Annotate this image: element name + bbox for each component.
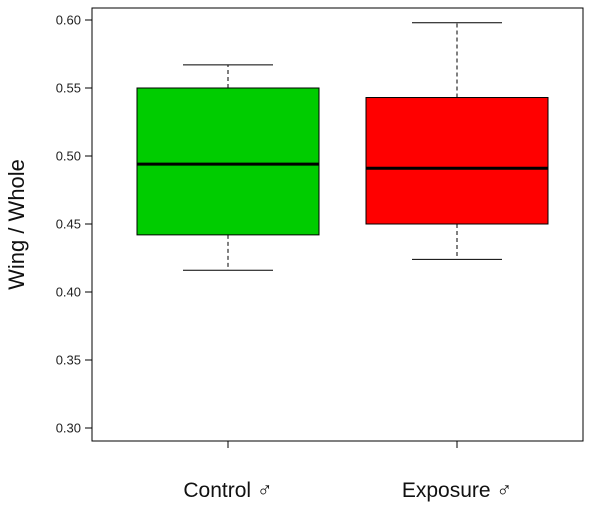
x-tick-label: Control ♂ [183, 479, 272, 502]
y-axis-title: Wing / Whole [4, 159, 29, 290]
y-axis: 0.30 0.35 0.40 0.45 0.50 0.55 0.60 [56, 13, 92, 436]
y-tick-label: 0.55 [56, 81, 81, 96]
y-tick-label: 0.30 [56, 421, 81, 436]
x-axis: Control ♂ Exposure ♂ [183, 441, 512, 502]
y-tick-label: 0.45 [56, 217, 81, 232]
box-iqr [136, 87, 320, 236]
y-tick-label: 0.35 [56, 353, 81, 368]
box-control [136, 64, 320, 271]
x-tick-label: Exposure ♂ [402, 479, 512, 502]
box-exposure [365, 22, 549, 260]
y-tick-label: 0.50 [56, 149, 81, 164]
y-tick-label: 0.60 [56, 13, 81, 28]
y-tick-label: 0.40 [56, 285, 81, 300]
box-iqr [365, 97, 549, 225]
boxes [136, 22, 549, 271]
